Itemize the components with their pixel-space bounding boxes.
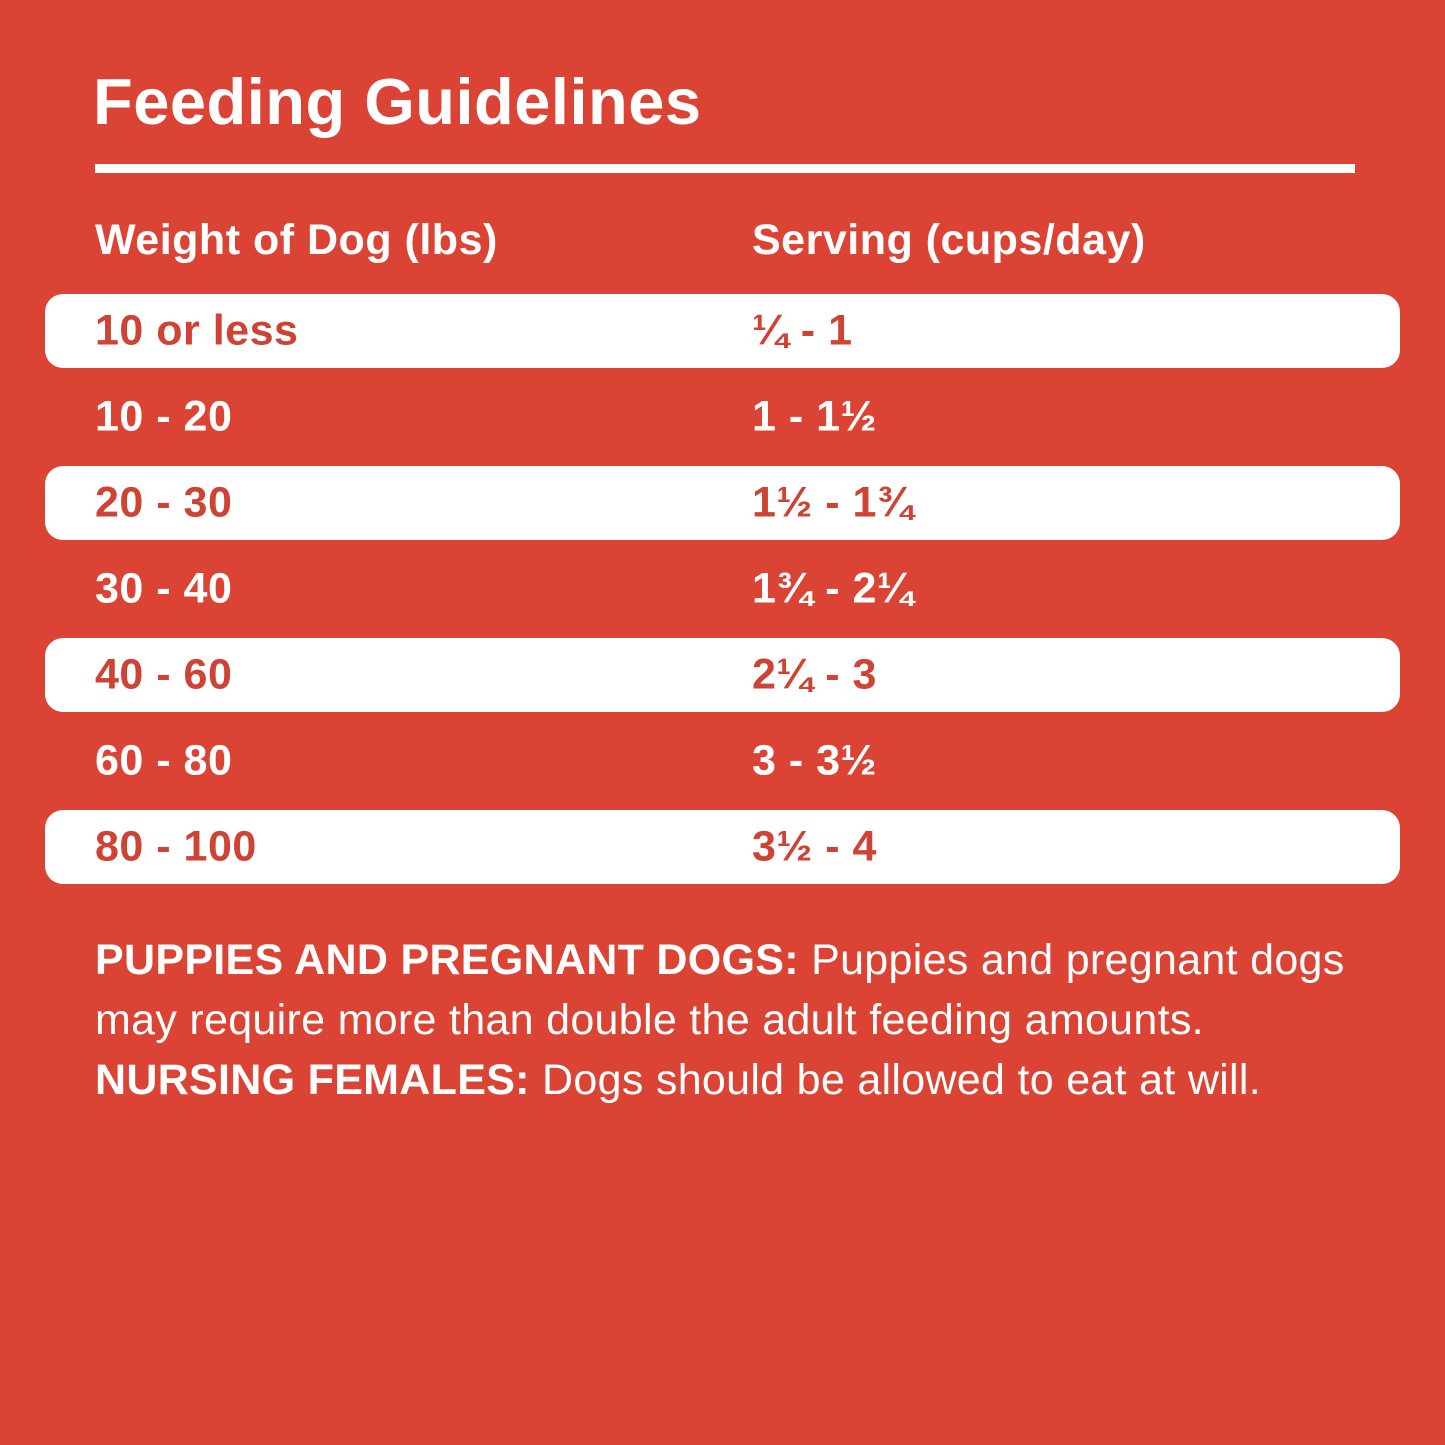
footnote-text-nursing: Dogs should be allowed to eat at will. (529, 1056, 1261, 1104)
table-row: 40 - 60 2¼ - 3 (0, 632, 1445, 718)
weight-cell: 60 - 80 (95, 736, 233, 785)
footnote-bold-nursing: NURSING FEMALES: (95, 1056, 530, 1104)
serving-cell: 1½ - 1¾ (752, 478, 914, 527)
table-row: 30 - 40 1¾ - 2¼ (0, 546, 1445, 632)
weight-cell: 10 or less (95, 306, 299, 355)
weight-cell: 40 - 60 (95, 650, 233, 699)
column-header-weight: Weight of Dog (lbs) (95, 216, 498, 264)
footnote-bold-puppies: PUPPIES AND PREGNANT DOGS: (95, 936, 799, 984)
title-divider (95, 164, 1355, 173)
table-header-row: Weight of Dog (lbs) Serving (cups/day) (0, 216, 1445, 266)
table-row: 10 or less ¼ - 1 (0, 288, 1445, 374)
weight-cell: 30 - 40 (95, 564, 233, 613)
serving-cell: 1¾ - 2¼ (752, 564, 914, 613)
footnote-text-puppies: Puppies and pregnant dogs may require mo… (95, 936, 1345, 1044)
weight-cell: 20 - 30 (95, 478, 233, 527)
table-row: 10 - 20 1 - 1½ (0, 374, 1445, 460)
weight-cell: 10 - 20 (95, 392, 233, 441)
page-title: Feeding Guidelines (93, 65, 702, 138)
serving-cell: 2¼ - 3 (752, 650, 877, 699)
column-header-serving: Serving (cups/day) (752, 216, 1146, 264)
feeding-table-body: 10 or less ¼ - 1 10 - 20 1 - 1½ 20 - 30 … (0, 288, 1445, 890)
serving-cell: 3½ - 4 (752, 822, 877, 871)
weight-cell: 80 - 100 (95, 822, 257, 871)
serving-cell: 1 - 1½ (752, 392, 877, 441)
table-row: 20 - 30 1½ - 1¾ (0, 460, 1445, 546)
serving-cell: 3 - 3½ (752, 736, 877, 785)
table-row: 60 - 80 3 - 3½ (0, 718, 1445, 804)
footnote: PUPPIES AND PREGNANT DOGS: Puppies and p… (95, 930, 1370, 1110)
serving-cell: ¼ - 1 (752, 306, 853, 355)
table-row: 80 - 100 3½ - 4 (0, 804, 1445, 890)
